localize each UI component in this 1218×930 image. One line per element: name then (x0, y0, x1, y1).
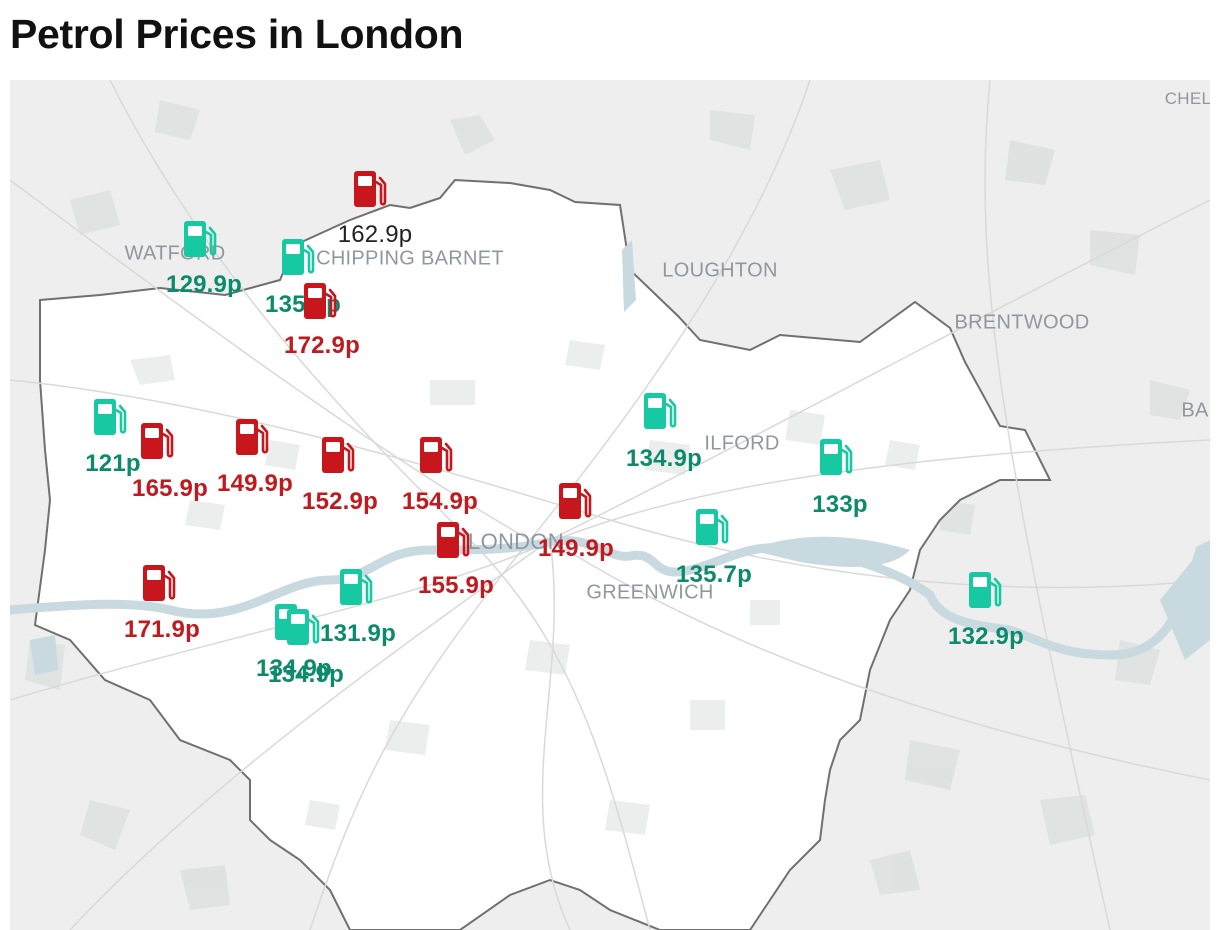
station-price-label: 149.9p (217, 470, 293, 497)
london-boundary (33, 178, 1052, 930)
station-price-label: 134.9p (268, 661, 344, 688)
map-canvas[interactable]: WATFORD CHIPPING BARNET LOUGHTON BRENTWO… (10, 80, 1210, 930)
station-price-label: 121p (85, 450, 141, 477)
station-price-label: 152.9p (302, 488, 378, 515)
place-label-ilford: ILFORD (704, 432, 780, 455)
station-price-label: 134.9p (626, 445, 702, 472)
place-label-chipping-barnet: CHIPPING BARNET (316, 247, 504, 270)
river-estuary (750, 536, 910, 567)
river-thames (10, 536, 1210, 660)
river-mouth (1160, 545, 1210, 660)
fuel-pump-icon[interactable] (351, 168, 389, 212)
place-label-brentwood: BRENTWOOD (954, 311, 1090, 334)
fuel-pump-icon[interactable] (641, 390, 679, 434)
place-label-basildon: BA (1181, 399, 1209, 422)
reservoir-lea (622, 240, 636, 312)
place-label-chelmsford: CHEL (1164, 89, 1210, 108)
fuel-pump-icon[interactable] (138, 420, 176, 464)
basemap-green-areas (25, 100, 1190, 910)
station-price-label: 165.9p (132, 475, 208, 502)
station-price-label: 132.9p (948, 623, 1024, 650)
station-price-label: 155.9p (418, 572, 494, 599)
fuel-pump-icon[interactable] (319, 434, 357, 478)
station-price-label: 154.9p (402, 488, 478, 515)
place-label-loughton: LOUGHTON (662, 259, 778, 282)
fuel-pump-icon[interactable] (284, 606, 322, 650)
fuel-pump-icon[interactable] (337, 566, 375, 610)
basemap (10, 80, 1210, 930)
station-price-label: 135.7p (676, 561, 752, 588)
fuel-pump-icon[interactable] (434, 519, 472, 563)
station-price-label: 149.9p (538, 535, 614, 562)
station-price-label: 134.9p (256, 655, 332, 682)
fuel-pump-icon[interactable] (693, 506, 731, 550)
reservoir-west (30, 635, 58, 675)
station-price-label: 129.9p (166, 271, 242, 298)
station-price-label: 171.9p (124, 616, 200, 643)
fuel-pump-icon[interactable] (556, 480, 594, 524)
fuel-pump-icon[interactable] (181, 218, 219, 262)
fuel-pump-icon[interactable] (91, 396, 129, 440)
fuel-pump-icon[interactable] (417, 434, 455, 478)
place-label-greenwich: GREENWICH (586, 581, 714, 604)
fuel-pump-icon[interactable] (233, 416, 271, 460)
fuel-pump-icon[interactable] (817, 436, 855, 480)
fuel-pump-icon[interactable] (279, 236, 317, 280)
station-price-label: 172.9p (284, 332, 360, 359)
place-label-london: LONDON (468, 529, 564, 554)
station-price-label: 162.9p (337, 221, 413, 248)
basemap-roads (10, 80, 1210, 930)
fuel-pump-icon[interactable] (966, 569, 1004, 613)
fuel-pump-icon[interactable] (301, 280, 339, 324)
station-price-label: 133p (812, 491, 868, 518)
station-price-label: 131.9p (320, 620, 396, 647)
fuel-pump-icon[interactable] (140, 562, 178, 606)
page-title: Petrol Prices in London (10, 11, 464, 57)
